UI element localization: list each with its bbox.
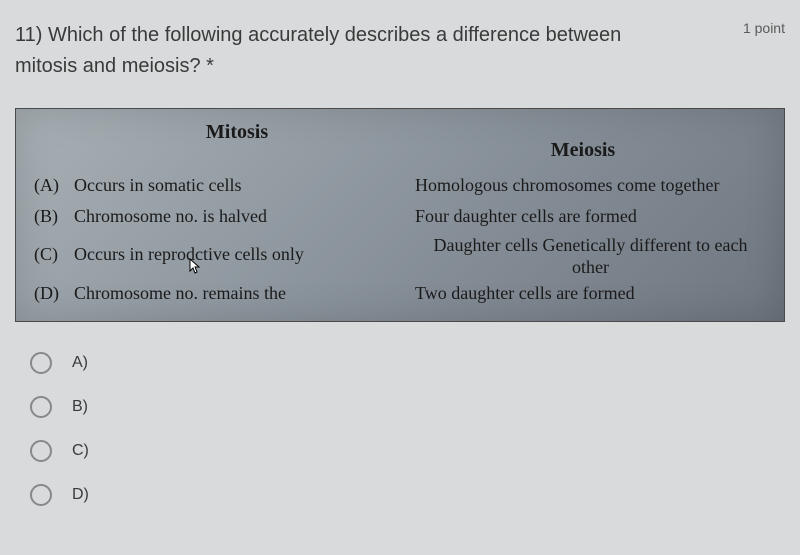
table-headers: Mitosis Meiosis (34, 121, 766, 162)
radio-icon[interactable] (30, 396, 52, 418)
table-row: (B) Chromosome no. is halved Four daught… (34, 201, 766, 232)
table-row: (D) Chromosome no. remains the Two daugh… (34, 278, 766, 309)
option-c[interactable]: C) (30, 440, 785, 462)
header-meiosis: Meiosis (400, 121, 766, 162)
radio-icon[interactable] (30, 484, 52, 506)
cell-meiosis: Daughter cells Genetically different to … (400, 231, 766, 278)
cell-mitosis: Occurs in somatic cells (74, 170, 400, 201)
option-label: A) (72, 354, 88, 372)
cell-meiosis: Homologous chromosomes come together (400, 170, 766, 201)
table-row: (A) Occurs in somatic cells Homologous c… (34, 170, 766, 201)
cell-meiosis: Two daughter cells are formed (400, 278, 766, 309)
option-label: B) (72, 398, 88, 416)
points-label: 1 point (743, 20, 785, 36)
radio-icon[interactable] (30, 440, 52, 462)
header-mitosis: Mitosis (34, 121, 400, 162)
option-label: D) (72, 486, 89, 504)
option-label: C) (72, 442, 89, 460)
cell-mitosis: Chromosome no. remains the (74, 278, 400, 309)
cell-mitosis: Occurs in reprodctive cells only (74, 239, 400, 270)
row-label: (A) (34, 170, 74, 201)
question-text-line1: 11) Which of the following accurately de… (15, 20, 713, 50)
cell-mitosis: Chromosome no. is halved (74, 201, 400, 232)
cell-meiosis: Four daughter cells are formed (400, 201, 766, 232)
question-text-line2: mitosis and meiosis? * (15, 55, 785, 78)
row-label: (C) (34, 239, 74, 270)
options-group: A) B) C) D) (15, 352, 785, 506)
comparison-table: Mitosis Meiosis (A) Occurs in somatic ce… (15, 108, 785, 322)
option-a[interactable]: A) (30, 352, 785, 374)
radio-icon[interactable] (30, 352, 52, 374)
option-d[interactable]: D) (30, 484, 785, 506)
row-label: (D) (34, 278, 74, 309)
option-b[interactable]: B) (30, 396, 785, 418)
table-row: (C) Occurs in reprodctive cells only Dau… (34, 231, 766, 278)
row-label: (B) (34, 201, 74, 232)
question-header: 11) Which of the following accurately de… (15, 20, 785, 50)
